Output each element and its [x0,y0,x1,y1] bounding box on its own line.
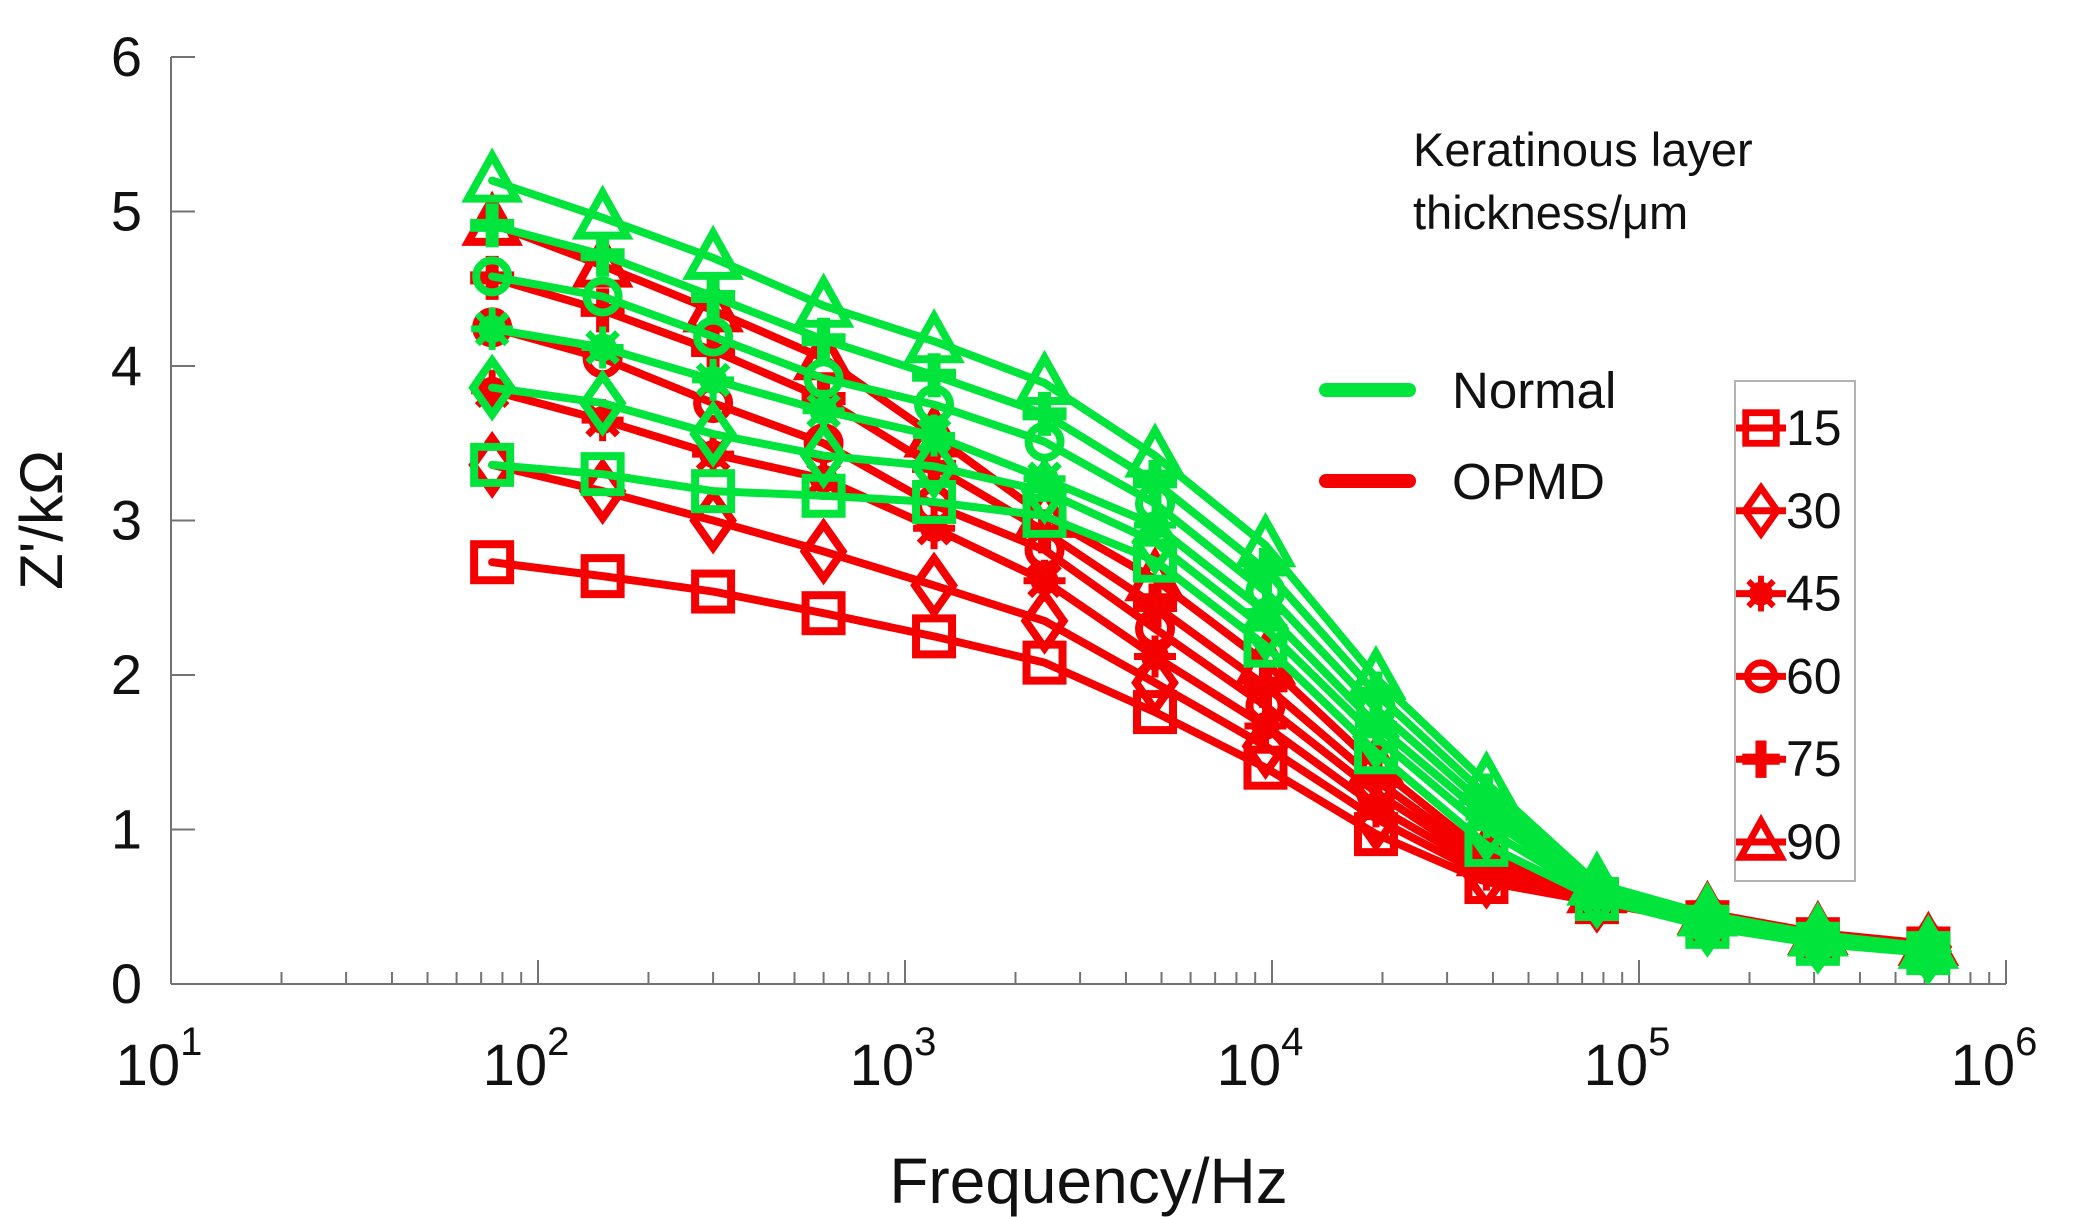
legend-title-line2: thickness/μm [1413,186,1689,239]
marker-legend-label: 45 [1786,566,1842,622]
marker-legend-label: 75 [1786,731,1842,787]
series-normal-45 [471,307,1950,972]
legend-normal-label: Normal [1452,361,1617,419]
y-tick-label: 1 [111,798,142,861]
marker-legend-item-15: 15 [1736,400,1842,456]
x-tick-label: 105 [1584,1020,1671,1098]
y-tick-label: 5 [111,180,142,243]
marker-legend-item-45: 45 [1736,566,1842,622]
y-tick-label: 0 [111,952,142,1015]
series-normal-15 [470,442,1951,976]
y-tick-label: 4 [111,334,142,397]
marker-legend-box: 15 30 45 60 75 90 [1734,380,1856,882]
marker-legend-item-30: 30 [1736,481,1842,540]
x-axis-label: Frequency/Hz [889,1145,1287,1217]
x-tick-label: 101 [116,1020,203,1098]
x-tick-label: 106 [1951,1020,2038,1098]
legend-title: Keratinous layer thickness/μm [1413,118,1753,244]
y-axis-label: Z'/kΩ [8,450,75,590]
marker-legend-label: 30 [1786,483,1842,539]
series-opmd-30 [468,430,1953,981]
marker-legend-item-60: 60 [1736,648,1842,704]
marker-legend-label: 15 [1786,400,1842,456]
x-tick-label: 104 [1217,1020,1304,1098]
legend-opmd-label: OPMD [1452,452,1605,510]
legend-item-normal: Normal [1319,361,1617,419]
x-tick-label: 102 [483,1020,570,1098]
series-normal-90 [461,147,1960,969]
series-opmd-60 [472,307,1949,966]
legend-title-line1: Keratinous layer [1413,123,1753,176]
legend-normal-line-swatch [1319,383,1416,397]
legend-item-opmd: OPMD [1319,452,1605,510]
marker-legend-item-75: 75 [1736,731,1842,787]
legend-opmd-line-swatch [1319,474,1416,488]
marker-legend-item-90: 90 [1734,813,1842,870]
marker-legend-label: 90 [1786,814,1842,870]
marker-legend-label: 60 [1786,648,1842,704]
x-tick-label: 103 [850,1020,937,1098]
y-tick-label: 3 [111,489,142,552]
y-tick-label: 6 [111,25,142,88]
y-tick-label: 2 [111,643,142,706]
